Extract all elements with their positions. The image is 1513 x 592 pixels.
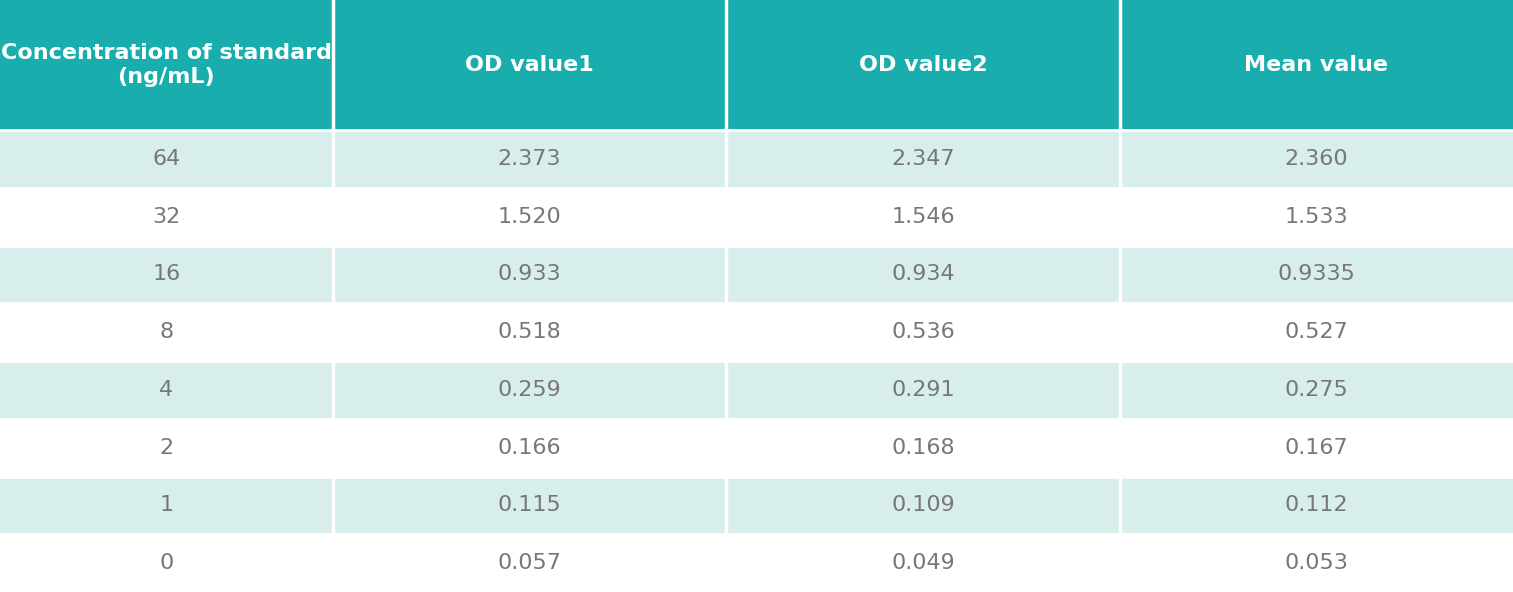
Bar: [0, 130, 333, 188]
Bar: [726, 419, 1120, 477]
Text: 0: 0: [159, 553, 174, 573]
Bar: [726, 303, 1120, 361]
Bar: [726, 246, 1120, 303]
Bar: [0, 361, 333, 419]
Bar: [726, 534, 1120, 592]
Bar: [726, 188, 1120, 246]
Text: 0.167: 0.167: [1285, 437, 1348, 458]
Text: 0.934: 0.934: [891, 265, 955, 284]
Text: 2: 2: [159, 437, 174, 458]
Bar: [333, 361, 726, 419]
Bar: [726, 130, 1120, 188]
Bar: [333, 130, 726, 188]
Text: 0.291: 0.291: [891, 380, 955, 400]
Text: 0.112: 0.112: [1285, 496, 1348, 516]
Text: 2.347: 2.347: [891, 149, 955, 169]
Text: 64: 64: [153, 149, 180, 169]
Text: 0.518: 0.518: [498, 322, 561, 342]
Text: 8: 8: [159, 322, 174, 342]
Bar: [333, 477, 726, 534]
Text: 0.166: 0.166: [498, 437, 561, 458]
Text: 0.049: 0.049: [891, 553, 955, 573]
Bar: [0, 477, 333, 534]
Text: OD value1: OD value1: [464, 55, 595, 75]
Text: 32: 32: [153, 207, 180, 227]
Text: 0.115: 0.115: [498, 496, 561, 516]
Text: 0.053: 0.053: [1285, 553, 1348, 573]
Bar: [1120, 419, 1513, 477]
Bar: [1120, 130, 1513, 188]
Text: 1.533: 1.533: [1285, 207, 1348, 227]
Text: 0.259: 0.259: [498, 380, 561, 400]
Text: 0.9335: 0.9335: [1277, 265, 1356, 284]
Bar: [0, 303, 333, 361]
Bar: [0, 0, 333, 130]
Bar: [1120, 188, 1513, 246]
Text: 1.546: 1.546: [891, 207, 955, 227]
Text: 0.168: 0.168: [891, 437, 955, 458]
Bar: [333, 246, 726, 303]
Text: 0.275: 0.275: [1285, 380, 1348, 400]
Bar: [0, 188, 333, 246]
Text: 1: 1: [159, 496, 174, 516]
Bar: [333, 188, 726, 246]
Text: 0.527: 0.527: [1285, 322, 1348, 342]
Text: 0.536: 0.536: [891, 322, 955, 342]
Text: 16: 16: [153, 265, 180, 284]
Text: 1.520: 1.520: [498, 207, 561, 227]
Text: 2.373: 2.373: [498, 149, 561, 169]
Bar: [333, 419, 726, 477]
Text: Concentration of standard
(ng/mL): Concentration of standard (ng/mL): [2, 43, 331, 88]
Bar: [0, 534, 333, 592]
Bar: [1120, 246, 1513, 303]
Bar: [0, 246, 333, 303]
Text: Mean value: Mean value: [1244, 55, 1389, 75]
Bar: [1120, 477, 1513, 534]
Bar: [333, 303, 726, 361]
Bar: [333, 534, 726, 592]
Text: 0.057: 0.057: [498, 553, 561, 573]
Bar: [726, 361, 1120, 419]
Bar: [1120, 534, 1513, 592]
Text: OD value2: OD value2: [858, 55, 988, 75]
Text: 4: 4: [159, 380, 174, 400]
Text: 0.109: 0.109: [891, 496, 955, 516]
Text: 2.360: 2.360: [1285, 149, 1348, 169]
Bar: [1120, 0, 1513, 130]
Bar: [333, 0, 726, 130]
Bar: [1120, 361, 1513, 419]
Bar: [726, 477, 1120, 534]
Bar: [0, 419, 333, 477]
Text: 0.933: 0.933: [498, 265, 561, 284]
Bar: [726, 0, 1120, 130]
Bar: [1120, 303, 1513, 361]
